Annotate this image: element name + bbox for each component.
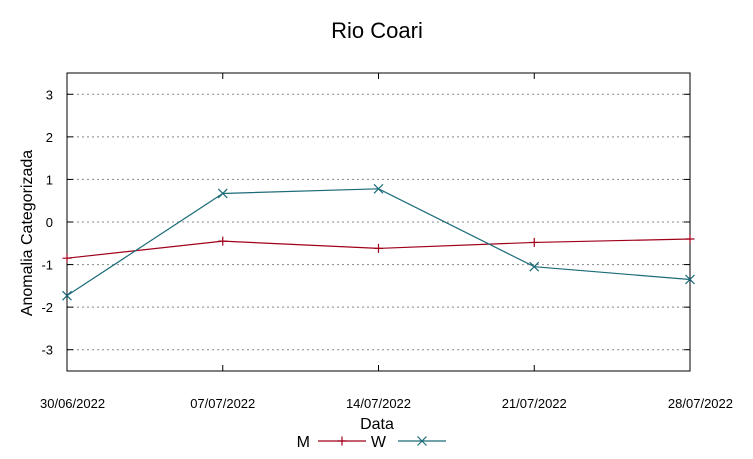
data-point-m xyxy=(374,243,383,253)
data-point-m xyxy=(218,236,228,246)
x-tick-label: 14/07/2022 xyxy=(346,396,411,411)
x-axis-ticks: 30/06/2022 07/07/2022 14/07/2022 21/07/2022… xyxy=(40,73,733,411)
legend-marker-w xyxy=(417,436,427,446)
legend-label-w: W xyxy=(371,434,387,451)
series-line-w xyxy=(66,188,691,297)
y-tick-label: -2 xyxy=(41,300,53,315)
data-point-w xyxy=(685,274,695,285)
x-axis-label: Data xyxy=(360,416,394,433)
x-tick-label: 28/07/2022 xyxy=(668,396,733,411)
legend-label-m: M xyxy=(297,434,310,451)
y-axis-ticks: 3 2 1 0 -1 -2 -3 xyxy=(41,87,690,358)
legend-marker-m xyxy=(337,436,347,446)
y-tick-label: 3 xyxy=(46,87,53,102)
y-tick-label: -3 xyxy=(41,343,53,358)
data-point-m xyxy=(62,253,72,263)
data-point-m xyxy=(685,234,695,244)
y-tick-label: 0 xyxy=(46,215,53,230)
y-tick-label: 2 xyxy=(46,130,53,145)
grid-lines xyxy=(67,93,690,351)
series-lines xyxy=(62,183,695,301)
chart-title: Rio Coari xyxy=(331,18,423,43)
data-point-w xyxy=(529,261,540,272)
data-point-w xyxy=(217,188,228,199)
y-tick-label: -1 xyxy=(41,258,53,273)
x-tick-label: 07/07/2022 xyxy=(190,396,255,411)
data-point-m xyxy=(529,237,539,247)
y-axis-label: Anomalia Categorizada xyxy=(19,150,36,316)
x-tick-label: 30/06/2022 xyxy=(40,396,105,411)
data-point-w xyxy=(373,183,384,194)
x-tick-label: 21/07/2022 xyxy=(502,396,567,411)
y-tick-label: 1 xyxy=(46,172,53,187)
data-point-w xyxy=(62,290,72,301)
